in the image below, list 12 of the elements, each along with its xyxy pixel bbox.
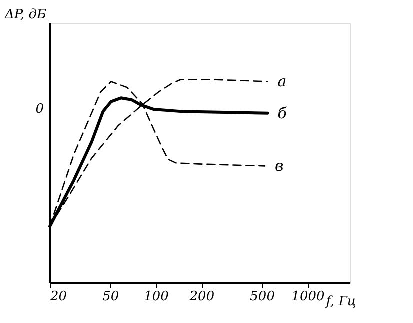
series-label: в	[275, 157, 284, 176]
series-label: б	[278, 104, 288, 122]
text: 0	[36, 102, 44, 117]
series-label: а	[278, 72, 287, 91]
x-tick-label: 200	[188, 290, 215, 304]
x-tick-label: 50	[102, 290, 120, 304]
x-tick-label: 100	[144, 290, 169, 304]
y-axis-title: ΔP, дБ	[4, 8, 47, 22]
x-tick-label: 500	[250, 290, 275, 304]
x-tick-label: 1000	[292, 290, 325, 304]
x-tick-label: 20	[50, 290, 68, 304]
x-axis-title: f, Гц	[325, 294, 356, 310]
